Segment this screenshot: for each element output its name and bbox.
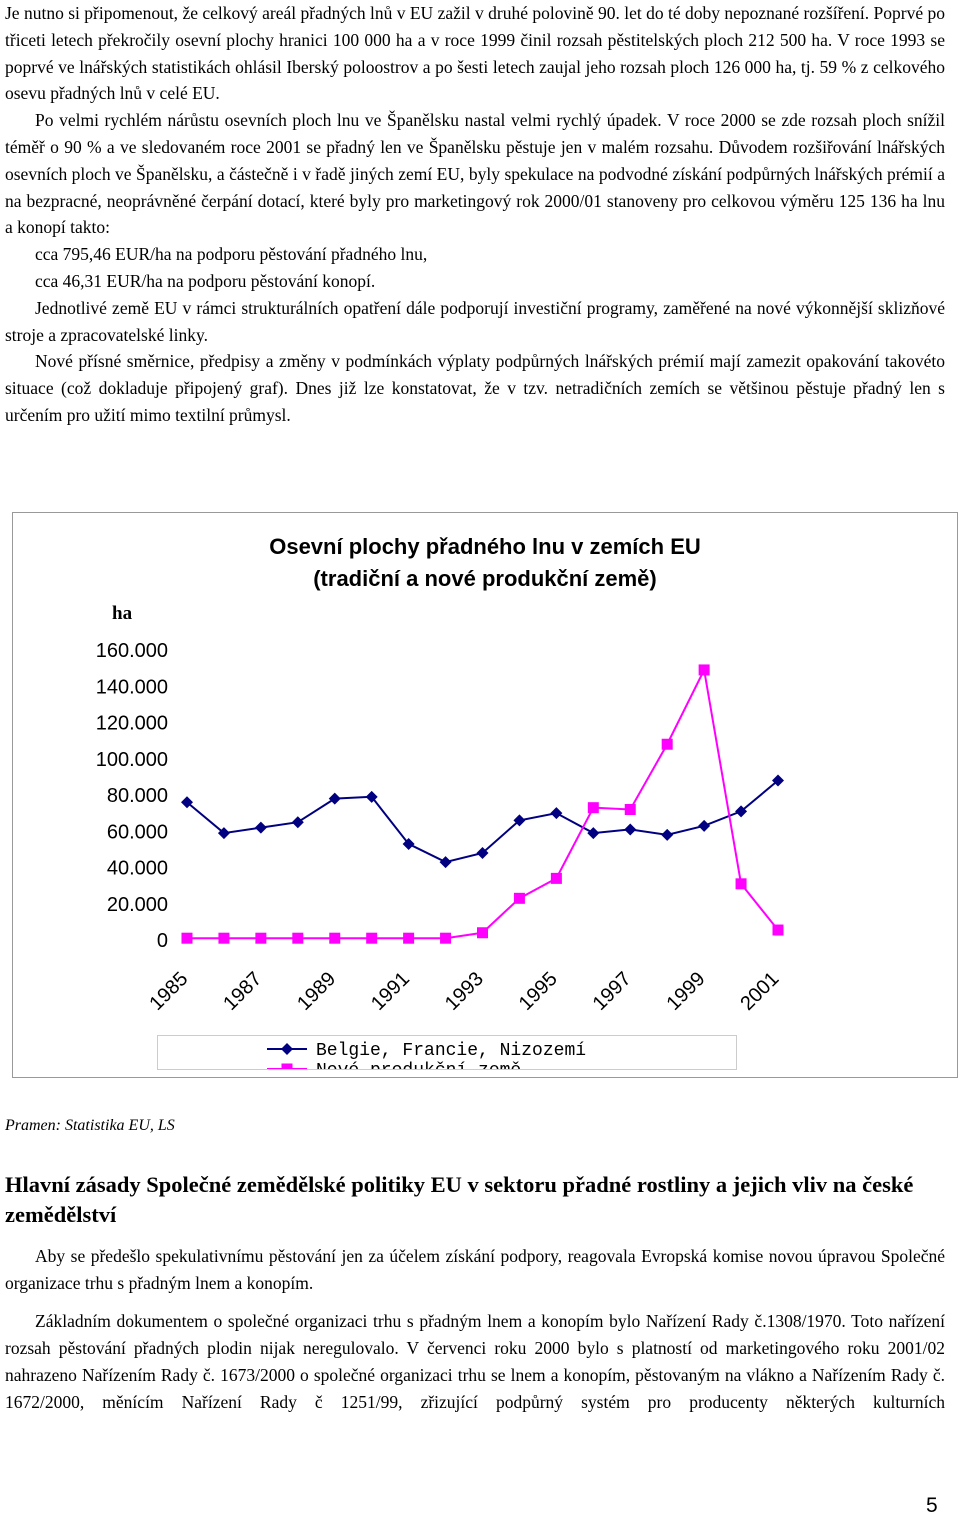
y-tick-label: 20.000	[107, 894, 168, 916]
paragraph: cca 795,46 EUR/ha na podporu pěstování p…	[35, 244, 428, 265]
data-point	[513, 814, 526, 827]
paragraph: Nové přísné směrnice, předpisy a změny v…	[5, 351, 945, 425]
data-point	[587, 802, 599, 814]
data-point	[292, 932, 304, 944]
legend-label: Nové produkční země	[316, 1061, 521, 1081]
data-point	[181, 932, 193, 944]
data-point	[550, 872, 562, 884]
data-point	[661, 738, 673, 750]
data-point	[624, 823, 637, 836]
paragraph: Základním dokumentem o společné organiza…	[5, 1311, 945, 1412]
data-point	[402, 837, 415, 850]
data-point	[735, 878, 747, 890]
paragraph: cca 46,31 EUR/ha na podporu pěstování ko…	[35, 270, 376, 291]
y-tick-label: 160.000	[96, 640, 168, 662]
data-point	[698, 664, 710, 676]
data-point	[181, 796, 193, 809]
paragraph: Jednotlivé země EU v rámci strukturálníc…	[5, 297, 945, 345]
y-tick-label: 60.000	[107, 821, 168, 843]
data-point	[550, 807, 563, 820]
data-point	[624, 804, 636, 815]
y-tick-label: 0	[157, 930, 168, 952]
data-point	[513, 892, 525, 904]
legend-marker	[281, 1063, 293, 1069]
text-block: Aby se předešlo spekulativnímu pěstování…	[5, 1243, 945, 1416]
legend-label: Belgie, Francie, Nizozemí	[316, 1041, 586, 1061]
legend-marker	[281, 1043, 293, 1055]
legend: Belgie, Francie, NizozemíNové produkční …	[267, 1041, 586, 1081]
data-point	[329, 932, 341, 944]
page-number: 5	[926, 1494, 938, 1517]
data-point	[365, 790, 378, 803]
chart-subtitle: (tradiční a nové produkční země)	[313, 566, 657, 591]
data-point	[439, 856, 452, 869]
data-point	[217, 827, 230, 840]
data-point	[772, 924, 784, 936]
paragraph: Aby se předešlo spekulativnímu pěstování…	[5, 1246, 945, 1293]
data-point	[587, 827, 600, 840]
data-point	[218, 932, 230, 944]
data-point	[772, 774, 784, 787]
y-tick-label: 40.000	[107, 858, 168, 880]
data-point	[476, 847, 489, 859]
data-point	[291, 816, 304, 829]
data-point	[477, 927, 488, 939]
y-axis-label: ha	[112, 603, 133, 624]
y-tick-label: 120.000	[96, 713, 168, 735]
y-tick-label: 100.000	[96, 749, 168, 771]
legend-box	[157, 1035, 737, 1070]
data-point	[698, 819, 711, 832]
data-point	[661, 828, 674, 841]
data-point	[328, 792, 341, 805]
data-point	[440, 932, 452, 944]
section-heading: Hlavní zásady Společné zemědělské politi…	[5, 1172, 914, 1227]
chart-frame	[12, 512, 958, 1078]
paragraph: Po velmi rychlém nárůstu osevních ploch …	[5, 110, 945, 238]
y-tick-label: 140.000	[96, 676, 168, 698]
data-point	[366, 932, 378, 944]
data-point	[255, 932, 267, 944]
source-note: Pramen: Statistika EU, LS	[5, 1117, 175, 1134]
data-point	[735, 805, 748, 818]
paragraph: Je nutno si připomenout, že celkový areá…	[5, 3, 945, 104]
y-tick-label: 80.000	[107, 785, 168, 807]
data-point	[403, 932, 415, 944]
chart-title: Osevní plochy přadného lnu v zemích EU	[269, 534, 701, 559]
text-block: Je nutno si připomenout, že celkový areá…	[5, 0, 945, 429]
data-point	[254, 821, 267, 834]
